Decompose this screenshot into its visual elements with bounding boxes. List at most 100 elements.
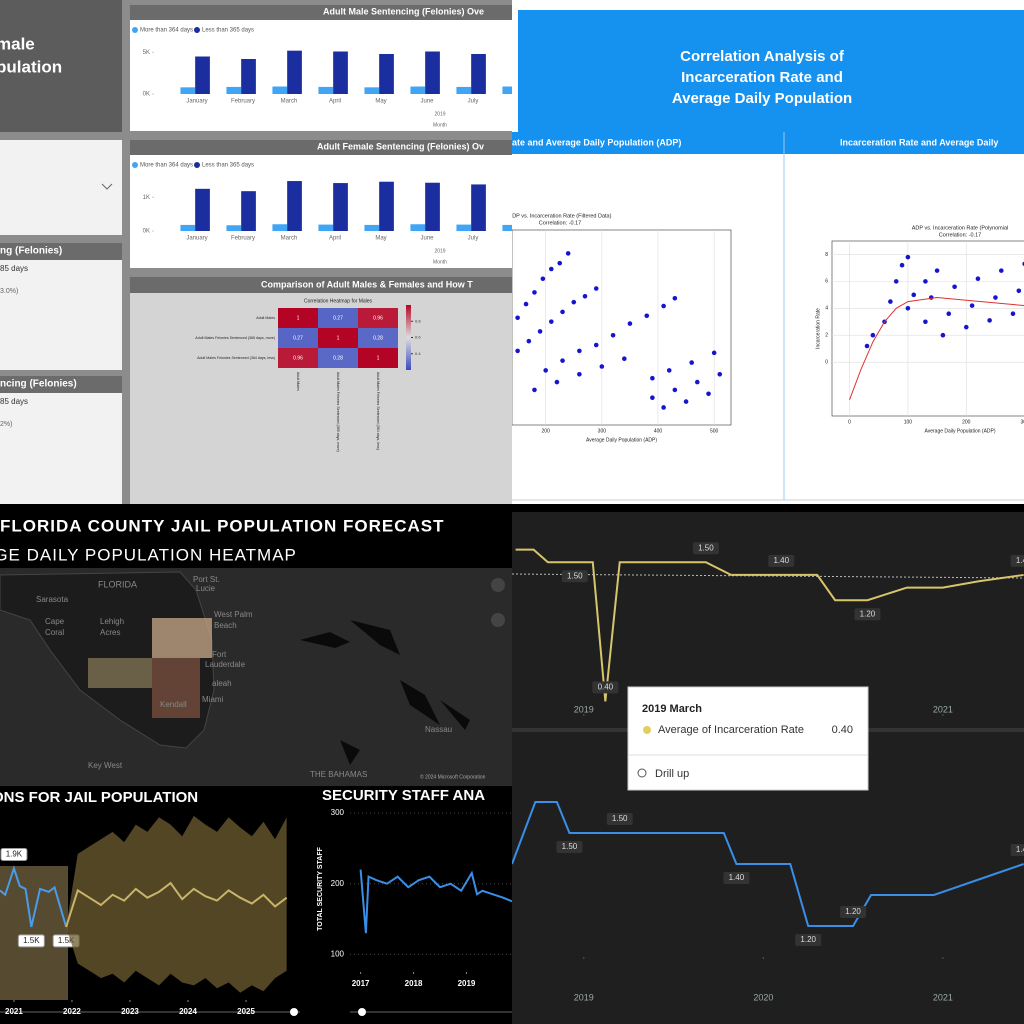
bar [379,54,394,94]
legend-label: Less than 365 days [202,28,254,34]
card-text: 85 days [0,397,28,406]
heat-cell [278,348,318,368]
x-tick-label: May [375,236,386,242]
tooltip-measure: Average of Incarceration Rate [658,724,804,736]
point [540,276,546,282]
bar [425,51,440,94]
bar [471,54,486,94]
y-tick-label: 5K [143,50,150,56]
x-axis-label: 2019 [434,111,445,117]
label-box [1010,844,1024,856]
x-tick-label: July [468,236,479,242]
bar [425,182,440,231]
heat-cell [318,328,358,348]
row-label: Adult Males [256,316,275,320]
point [560,309,565,315]
chart-card [130,140,512,268]
cell-value: 1 [297,315,300,321]
tab-title: Incarceration Rate and Average Daily [840,137,998,147]
point [928,295,934,300]
x-tick-label: 2019 [458,979,476,988]
legend-label: Less than 365 days [202,163,254,169]
colorbar-label: 0.6 [415,335,421,340]
bar [410,86,426,94]
x-tick-label: 400 [654,428,663,434]
x-axis-label: Average Daily Population (ADP) [586,437,657,443]
dashboard-title: FLORIDA COUNTY JAIL POPULATION FORECAST [0,516,445,535]
map-label: Beach [214,621,237,630]
point [560,358,565,363]
point [683,399,689,404]
point [661,405,666,410]
value-label: 1.50 [612,814,628,823]
value-label: 1.20 [800,935,816,944]
chart-title: ONS FOR JAIL POPULATION [0,789,198,806]
col-label: Adult Males [296,372,300,391]
x-axis-label: Month [433,259,447,265]
point [523,301,529,307]
label-box [592,681,619,694]
bar [272,86,288,94]
y-tick-label: 300 [331,808,345,817]
legend-marker [194,27,200,33]
map-label: Port St. [193,575,220,584]
point [1010,311,1016,316]
cell-value: 0.96 [373,315,383,321]
slider-handle[interactable] [358,1008,366,1016]
bar [241,59,256,94]
point [532,290,537,295]
bar [226,225,242,231]
kpi-card [0,376,122,504]
label-box [556,841,583,853]
bar [180,87,196,94]
drill-icon[interactable] [637,768,647,778]
point [993,295,998,300]
label-box [723,872,750,884]
bar [226,86,242,94]
heat-region [152,658,200,718]
point [905,306,911,311]
y-tick-label: 0K [143,229,150,235]
x-tick-label: February [231,236,255,242]
chevron[interactable] [101,183,113,190]
slicer-card[interactable] [0,140,122,235]
plot-frame [831,240,1024,417]
point [952,284,957,290]
point [571,299,577,305]
bar [195,56,210,94]
point [934,268,940,273]
point [706,391,711,397]
value-label: 1.5K [58,936,75,945]
map-label: aleah [212,679,232,688]
label-box [768,554,795,567]
bar [287,50,302,94]
map-control[interactable] [491,578,505,592]
point [543,368,548,373]
y-tick-label: 4 [825,306,828,312]
value-label: 1.9K [6,850,23,859]
tooltip-box [627,686,869,791]
x-tick-label: 2019 [574,992,594,1002]
x-tick-label: 2024 [179,1007,197,1016]
history-shade [0,866,68,1000]
drill-up[interactable]: Drill up [655,768,689,780]
y-tick-label: 200 [331,879,345,888]
legend-label: More than 364 days [140,28,193,34]
slider-handle[interactable] [290,1008,298,1016]
bar [272,224,288,231]
point [650,395,655,401]
cell-value: 1 [337,335,340,341]
point [923,279,928,284]
legend-marker [194,162,200,168]
row-label: Adult Males Felonies Sentenced (364 days… [197,356,275,360]
chart-title: SECURITY STAFF ANA [322,787,485,804]
point [888,299,893,304]
map-control[interactable] [491,613,505,627]
x-tick-label: 2021 [933,704,953,714]
y-axis-label: Incarceration Rate [815,308,821,349]
tooltip: 2019 March Average of Incarceration Rate 0… [627,686,869,791]
label-box [0,847,28,861]
tooltip-title: 2019 March [642,703,702,715]
point [963,324,969,330]
